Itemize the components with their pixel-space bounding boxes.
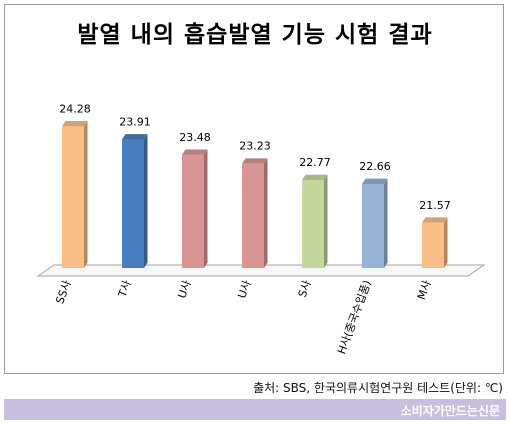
category-label-3: U사	[175, 279, 193, 301]
chart-frame: 발열 내의 흡습발열 기능 시험 결과 24.28 SS사 23.91 T사 23.48…	[4, 4, 504, 374]
value-label-7: 21.57	[419, 199, 451, 212]
chart-title: 발열 내의 흡습발열 기능 시험 결과	[77, 22, 433, 48]
bar-top-1	[62, 120, 88, 127]
bar-6	[362, 184, 384, 268]
bar-1	[62, 126, 84, 268]
category-label-4: U사	[235, 279, 253, 301]
bar-7	[422, 222, 444, 268]
category-label-2: T사	[116, 279, 134, 300]
bar-5	[302, 180, 324, 268]
category-label-7: M사	[415, 279, 434, 302]
bar-top-2	[122, 134, 148, 140]
bar-side-1	[84, 120, 88, 268]
value-label-1: 24.28	[59, 102, 91, 115]
bar-chart: 24.28 SS사 23.91 T사 23.48 U사 23.23 U사 22.77 S사 22.6…	[36, 102, 486, 356]
bar-side-2	[144, 134, 148, 268]
footer-bar: 소비자가만드는신문	[4, 399, 506, 420]
bar-top-3	[182, 149, 208, 155]
value-label-5: 22.77	[299, 156, 331, 169]
bar-side-7	[444, 217, 448, 268]
bar-top-6	[362, 178, 388, 185]
bar-side-4	[264, 158, 268, 268]
bar-4	[242, 163, 264, 268]
bar-side-6	[384, 178, 388, 268]
value-label-3: 23.48	[179, 131, 211, 144]
category-label-5: S사	[296, 279, 314, 300]
value-label-6: 22.66	[359, 160, 391, 173]
category-label-1: SS사	[53, 279, 73, 306]
bar-2	[122, 139, 144, 268]
bar-side-5	[324, 174, 328, 268]
bar-top-7	[422, 217, 448, 223]
bar-3	[182, 154, 204, 268]
bar-top-4	[242, 158, 268, 164]
bar-side-3	[204, 149, 208, 268]
footer-brand: 소비자가만드는신문	[400, 404, 500, 418]
value-label-2: 23.91	[119, 116, 151, 129]
category-label-6: H사(중국수입품)	[335, 279, 374, 356]
source-note: 출처: SBS, 한국의류시험연구원 테스트(단위: ℃)	[253, 381, 503, 395]
value-label-4: 23.23	[239, 140, 271, 153]
bar-top-5	[302, 174, 328, 181]
